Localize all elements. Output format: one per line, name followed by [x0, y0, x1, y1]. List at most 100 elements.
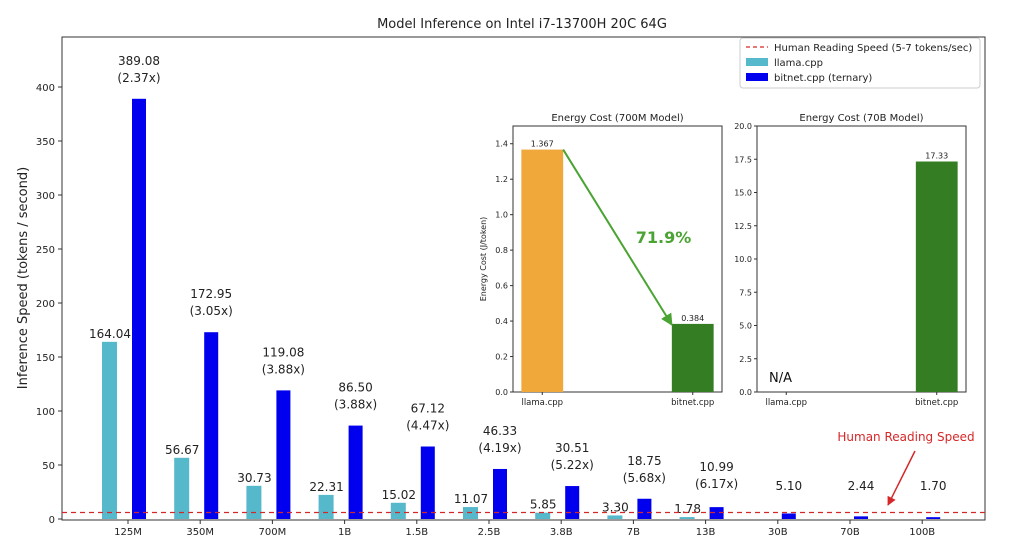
y-tick-label: 100 [36, 407, 55, 418]
x-tick-label: 30B [768, 527, 788, 538]
bar-label-bitnet: 30.51 [555, 441, 589, 455]
chart-title: Model Inference on Intel i7-13700H 20C 6… [377, 17, 667, 32]
inset-x-tick-label: llama.cpp [521, 398, 563, 408]
inset-y-tick-label: 1.2 [495, 175, 508, 184]
x-tick-label: 1.5B [405, 527, 428, 538]
inset-x-tick-label: bitnet.cpp [915, 398, 958, 408]
bar-bitnet [132, 98, 146, 519]
bar-bitnet [926, 517, 941, 519]
inset-x-tick-label: bitnet.cpp [671, 398, 714, 408]
bar-bitnet [854, 516, 868, 519]
bar-label-llama: 22.31 [309, 480, 343, 494]
y-tick-label: 150 [36, 353, 55, 364]
x-tick-label: 7B [627, 527, 640, 538]
y-tick-label: 200 [36, 299, 55, 310]
inset-title: Energy Cost (700M Model) [551, 113, 683, 124]
y-tick-label: 300 [36, 191, 55, 202]
inset-y-tick-label: 0.0 [495, 388, 508, 397]
bar-llama [174, 457, 190, 519]
bar-llama [318, 494, 334, 519]
speedup-label: (6.17x) [695, 477, 738, 491]
legend-swatch-bitnet [746, 73, 768, 81]
y-tick-label: 50 [42, 461, 55, 472]
y-tick-label: 0 [49, 515, 55, 526]
bar-label-llama: 30.73 [237, 471, 271, 485]
reduction-arrow [562, 149, 673, 326]
speedup-label: (3.05x) [190, 304, 233, 318]
bar-llama [390, 502, 406, 519]
x-tick-label: 350M [186, 527, 214, 538]
reading-speed-arrow [887, 450, 916, 506]
bar-bitnet [709, 507, 724, 519]
bar-label-llama: 5.85 [530, 498, 557, 512]
x-tick-label: 3.8B [550, 527, 573, 538]
x-tick-label: 100B [909, 527, 935, 538]
bar-bitnet [493, 468, 507, 519]
inset-y-tick-label: 0.4 [495, 317, 508, 326]
bar-bitnet [565, 486, 580, 519]
inset-y-tick-label: 10.0 [734, 255, 752, 264]
speedup-label: (4.19x) [478, 441, 521, 455]
legend-label-reading: Human Reading Speed (5-7 tokens/sec) [774, 43, 972, 54]
inset-y-tick-label: 15.0 [734, 189, 752, 198]
reduction-percent: 71.9% [636, 228, 692, 247]
bar-label-llama: 15.02 [382, 488, 416, 502]
bar-label-bitnet: 5.10 [775, 479, 802, 493]
inset-y-tick-label: 20.0 [734, 122, 752, 131]
bar-label-llama: 11.07 [454, 492, 488, 506]
main-plot-area [61, 36, 986, 521]
speedup-label: (2.37x) [117, 71, 160, 85]
bar-label-llama: 164.04 [89, 327, 131, 341]
inset-y-tick-label: 0.8 [495, 246, 508, 255]
inset-bar [671, 323, 714, 392]
inset-y-tick-label: 0.2 [495, 353, 508, 362]
inset-y-tick-label: 5.0 [739, 322, 752, 331]
bar-label-bitnet: 10.99 [699, 460, 733, 474]
inset-na-label: N/A [769, 371, 792, 386]
bar-label-bitnet: 18.75 [627, 454, 661, 468]
inset-y-axis-label: Energy Cost (J/token) [479, 217, 488, 302]
x-tick-label: 125M [114, 527, 142, 538]
bar-label-bitnet: 2.44 [848, 479, 875, 493]
inset-bar [521, 149, 564, 392]
bar-bitnet [781, 513, 796, 519]
legend-label-bitnet: bitnet.cpp (ternary) [774, 73, 872, 84]
bar-bitnet [637, 498, 652, 519]
inset-y-tick-label: 2.5 [739, 355, 752, 364]
x-tick-label: 1B [338, 527, 351, 538]
x-tick-label: 70B [840, 527, 860, 538]
y-tick-label: 400 [36, 83, 55, 94]
reading-speed-annotation: Human Reading Speed [837, 430, 974, 444]
legend: Human Reading Speed (5-7 tokens/sec) lla… [739, 37, 981, 89]
bar-label-bitnet: 67.12 [411, 402, 445, 416]
y-axis-label: Inference Speed (tokens / second) [16, 167, 31, 389]
y-tick-label: 250 [36, 245, 55, 256]
speedup-label: (5.22x) [551, 458, 594, 472]
bar-bitnet [420, 446, 435, 519]
bar-label-bitnet: 86.50 [338, 381, 372, 395]
speedup-label: (4.47x) [406, 419, 449, 433]
bar-llama [246, 485, 262, 519]
speedup-label: (5.68x) [623, 471, 666, 485]
bar-label-bitnet: 389.08 [118, 54, 160, 68]
inset-y-tick-label: 0.6 [495, 282, 508, 291]
legend-swatch-llama [746, 58, 768, 66]
inset-y-tick-label: 1.4 [495, 140, 508, 149]
bar-label-bitnet: 1.70 [920, 479, 947, 493]
bar-llama [102, 341, 117, 519]
inset-y-tick-label: 12.5 [734, 222, 752, 231]
bar-bitnet [276, 390, 291, 519]
inset-bar-label: 17.33 [925, 152, 948, 161]
speedup-label: (3.88x) [262, 362, 305, 376]
inset-title: Energy Cost (70B Model) [799, 113, 923, 124]
inset-y-tick-label: 7.5 [739, 288, 752, 297]
inset-bar-label: 1.367 [531, 140, 554, 149]
bar-llama [535, 512, 551, 519]
inset-y-tick-label: 17.5 [734, 155, 752, 164]
bar-llama [607, 515, 623, 519]
bar-llama [679, 517, 695, 519]
bar-bitnet [204, 332, 219, 519]
bar-label-llama: 1.78 [674, 502, 701, 516]
x-tick-label: 2.5B [478, 527, 501, 538]
